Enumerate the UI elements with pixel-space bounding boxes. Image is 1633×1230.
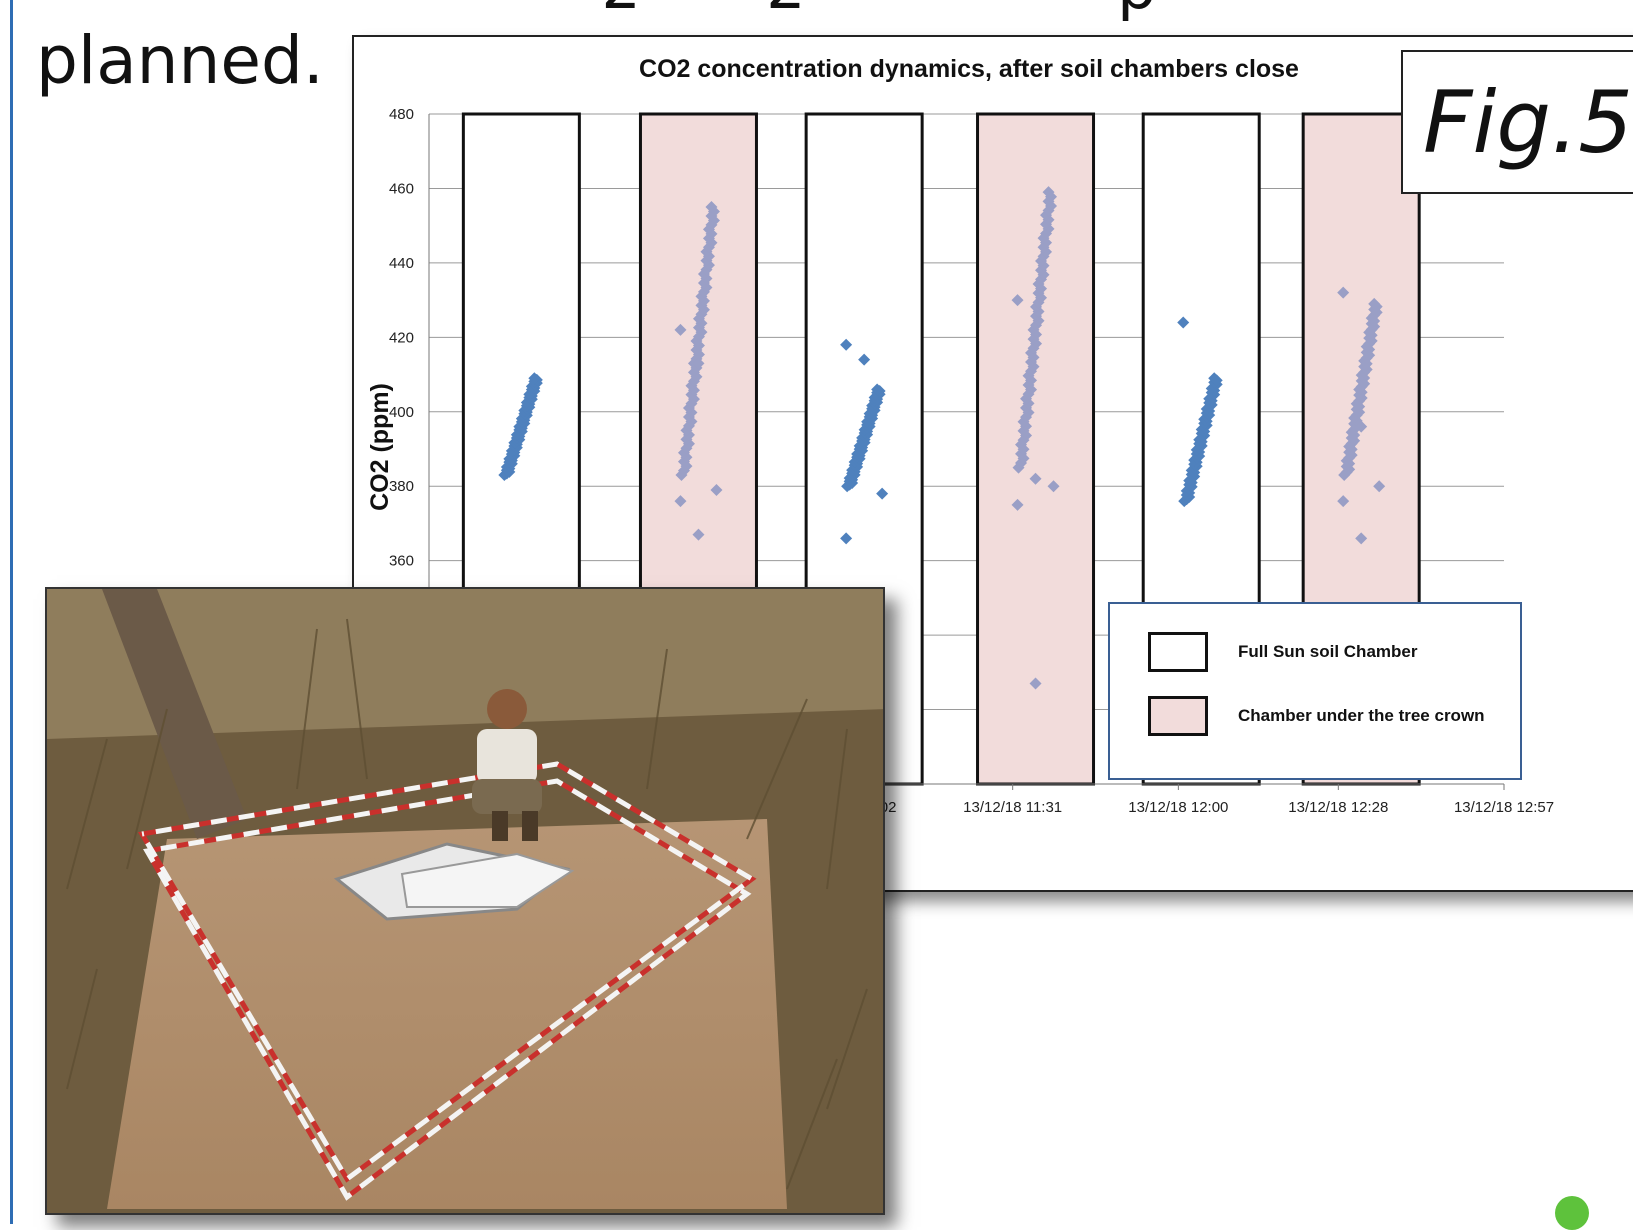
data-point — [697, 268, 710, 281]
data-point — [1027, 342, 1040, 355]
data-point — [1017, 415, 1030, 428]
y-tick-label: 420 — [389, 329, 414, 346]
y-tick-label: 440 — [389, 255, 414, 272]
y-tick-label: 400 — [389, 404, 414, 421]
data-point — [674, 495, 687, 508]
data-point — [1047, 480, 1060, 493]
y-tick-label: 360 — [389, 553, 414, 570]
y-tick-label: 380 — [389, 478, 414, 495]
data-point — [840, 532, 853, 545]
legend-label-tree-crown: Chamber under the tree crown — [1238, 706, 1485, 725]
data-point — [1022, 369, 1035, 382]
chamber-tree-crown — [976, 112, 1096, 786]
data-point — [1025, 365, 1038, 378]
data-point — [1012, 461, 1025, 474]
data-point — [1040, 209, 1053, 222]
legend-label-full-sun: Full Sun soil Chamber — [1238, 642, 1418, 661]
data-point — [1030, 300, 1043, 313]
data-point — [1037, 241, 1050, 254]
data-point — [1040, 218, 1053, 231]
data-point — [1032, 296, 1045, 309]
data-point — [1025, 346, 1038, 359]
data-point — [1042, 186, 1055, 199]
legend-swatch-full-sun — [1148, 632, 1208, 672]
data-point — [1029, 472, 1042, 485]
data-point — [1022, 388, 1035, 401]
y-tick-label: 460 — [389, 180, 414, 197]
data-point — [692, 528, 705, 541]
figure-label-box: Fig.5 — [1401, 50, 1633, 194]
slide-body-text: planned. — [36, 22, 324, 99]
data-point — [871, 383, 884, 396]
data-point — [1015, 438, 1028, 451]
data-point — [1017, 424, 1030, 437]
data-point — [700, 263, 713, 276]
data-point — [1042, 204, 1055, 217]
clipped-slide-heading: 2 2 p — [560, 0, 1158, 23]
y-tick-label: 480 — [389, 106, 414, 123]
data-point — [1027, 333, 1040, 346]
data-point — [1373, 480, 1386, 493]
data-point — [1022, 378, 1035, 391]
x-tick-label: 13/12/18 11:31 — [963, 799, 1062, 816]
figure-label: Fig.5 — [1423, 73, 1633, 173]
data-point — [1030, 319, 1043, 332]
data-point — [1011, 294, 1024, 307]
data-point — [1030, 310, 1043, 323]
data-point — [705, 201, 718, 214]
data-point — [1020, 411, 1033, 424]
data-point — [1027, 323, 1040, 336]
data-point — [1011, 498, 1024, 511]
x-tick-label: 13/12/18 12:57 — [1454, 799, 1554, 816]
data-point — [1177, 316, 1190, 329]
x-tick-label: 13/12/18 12:00 — [1128, 799, 1228, 816]
y-axis-label: CO2 (ppm) — [366, 383, 394, 511]
slide-left-border — [0, 0, 13, 1224]
data-point — [1195, 435, 1208, 448]
data-point — [858, 353, 871, 366]
decorative-green-dot — [1555, 1196, 1589, 1230]
data-point — [1037, 250, 1050, 263]
legend-swatch-tree-crown — [1148, 696, 1208, 736]
data-point — [1035, 255, 1048, 268]
data-point — [1035, 273, 1048, 286]
data-point — [1020, 392, 1033, 405]
data-point — [1355, 532, 1368, 545]
data-point — [692, 357, 705, 370]
data-point — [1032, 287, 1045, 300]
data-point — [1337, 495, 1350, 508]
data-point — [1037, 232, 1050, 245]
data-point — [674, 323, 687, 336]
person-figure — [472, 689, 542, 841]
data-point — [876, 487, 889, 500]
data-point — [1017, 434, 1030, 447]
data-point — [1040, 227, 1053, 240]
data-point — [1015, 447, 1028, 460]
data-point — [1035, 264, 1048, 277]
data-point — [1355, 420, 1368, 433]
field-photo — [45, 587, 885, 1215]
data-point — [1025, 356, 1038, 369]
data-point — [1032, 277, 1045, 290]
chart-title: CO2 concentration dynamics, after soil c… — [639, 55, 1299, 83]
x-tick-label: 13/12/18 12:28 — [1288, 799, 1388, 816]
data-point — [1368, 297, 1381, 310]
data-point — [710, 483, 723, 496]
data-point — [1015, 457, 1028, 470]
field-photo-soil-chamber-icon — [47, 589, 883, 1213]
chart-legend: Full Sun soil Chamber Chamber under the … — [1108, 602, 1522, 780]
data-point — [1208, 372, 1221, 385]
data-point — [1020, 401, 1033, 414]
data-point — [1337, 286, 1350, 299]
data-point — [840, 338, 853, 351]
data-point — [528, 372, 541, 385]
data-point — [1029, 677, 1042, 690]
data-point — [1042, 195, 1055, 208]
